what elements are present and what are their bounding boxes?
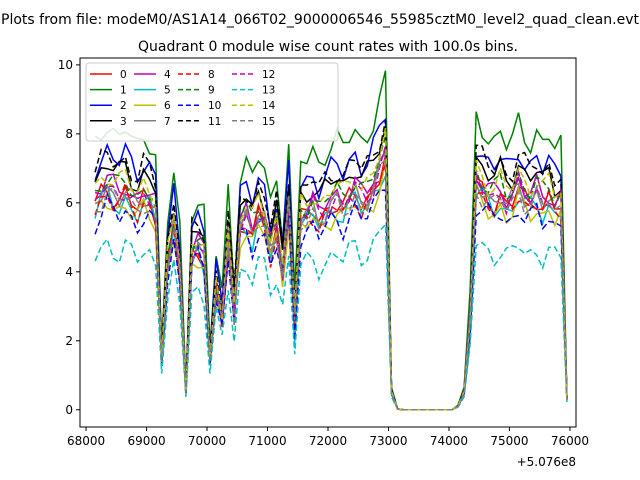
x-tick-label: 72000 — [309, 434, 347, 448]
series-line-2 — [94, 117, 568, 411]
x-tick-label: 75000 — [490, 434, 528, 448]
legend-label-1: 1 — [120, 85, 127, 97]
legend-label-7: 7 — [164, 116, 171, 128]
legend-label-0: 0 — [120, 69, 127, 81]
chart-title: Quadrant 0 module wise count rates with … — [138, 39, 518, 55]
y-tick-label: 6 — [65, 196, 73, 210]
legend-label-15: 15 — [262, 116, 275, 128]
x-tick-label: 74000 — [430, 434, 468, 448]
legend-label-6: 6 — [164, 100, 171, 112]
legend-label-10: 10 — [208, 100, 221, 112]
x-tick-label: 71000 — [248, 434, 286, 448]
y-tick-label: 8 — [65, 127, 73, 141]
series-line-10 — [94, 189, 568, 411]
series-line-15 — [95, 157, 568, 411]
legend-label-11: 11 — [208, 116, 221, 128]
x-tick-label: 69000 — [127, 434, 165, 448]
legend-label-4: 4 — [164, 69, 171, 81]
legend-label-9: 9 — [208, 85, 215, 97]
x-axis-offset-text: +5.076e8 — [517, 455, 576, 469]
y-tick-label: 2 — [65, 334, 73, 348]
series-line-13 — [94, 222, 568, 411]
x-tick-label: 68000 — [67, 434, 105, 448]
x-tick-label: 70000 — [188, 434, 226, 448]
series-line-1 — [94, 70, 568, 411]
y-tick-label: 0 — [65, 403, 73, 417]
legend-label-12: 12 — [262, 69, 275, 81]
series-line-9 — [95, 136, 568, 411]
legend-label-2: 2 — [120, 100, 127, 112]
legend-label-5: 5 — [164, 85, 171, 97]
figure-suptitle: Plots from file: modeM0/AS1A14_066T02_90… — [1, 12, 639, 28]
x-axis: 68000 69000 70000 71000 72000 73000 74000 75000… — [67, 427, 589, 448]
legend-label-14: 14 — [262, 100, 276, 112]
legend-label-8: 8 — [208, 69, 215, 81]
y-axis: 0 2 4 6 8 10 — [58, 58, 80, 417]
series-line-11 — [94, 120, 568, 411]
y-tick-label: 4 — [65, 265, 73, 279]
series-line-3 — [94, 126, 568, 411]
x-tick-label: 73000 — [369, 434, 407, 448]
series-layer — [94, 70, 568, 411]
series-line-8 — [94, 164, 568, 411]
legend-label-13: 13 — [262, 85, 275, 97]
legend-label-3: 3 — [120, 116, 127, 128]
x-tick-label: 76000 — [551, 434, 589, 448]
series-line-14 — [94, 128, 568, 411]
y-tick-label: 10 — [58, 58, 73, 72]
